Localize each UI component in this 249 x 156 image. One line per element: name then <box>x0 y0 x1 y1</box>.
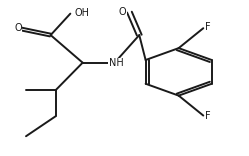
Text: O: O <box>119 7 126 17</box>
Text: F: F <box>205 22 211 32</box>
Text: NH: NH <box>109 58 124 68</box>
Text: F: F <box>205 111 211 121</box>
Text: O: O <box>14 23 22 33</box>
Text: OH: OH <box>75 8 90 18</box>
